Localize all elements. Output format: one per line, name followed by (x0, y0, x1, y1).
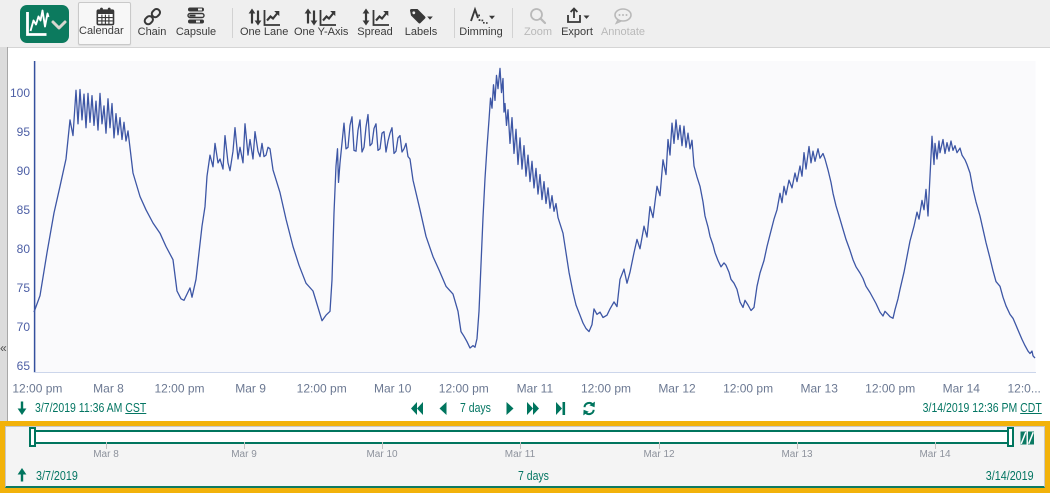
svg-text:90: 90 (17, 164, 31, 178)
svg-text:70: 70 (17, 320, 31, 334)
svg-text:Mar 9: Mar 9 (235, 382, 266, 396)
svg-text:100: 100 (10, 86, 30, 100)
svg-text:12:00 pm: 12:00 pm (865, 382, 915, 396)
svg-text:12:0...: 12:0... (1008, 382, 1041, 396)
svg-text:95: 95 (17, 125, 31, 139)
svg-text:Mar 11: Mar 11 (517, 382, 554, 396)
svg-text:12:00 pm: 12:00 pm (12, 382, 62, 396)
svg-text:12:00 pm: 12:00 pm (581, 382, 631, 396)
svg-text:65: 65 (17, 359, 31, 373)
svg-text:Mar 13: Mar 13 (801, 382, 839, 396)
svg-text:Mar 12: Mar 12 (658, 382, 696, 396)
svg-text:Mar 8: Mar 8 (93, 382, 124, 396)
svg-text:Mar 10: Mar 10 (374, 382, 412, 396)
svg-text:12:00 pm: 12:00 pm (439, 382, 489, 396)
svg-text:12:00 pm: 12:00 pm (154, 382, 204, 396)
svg-text:80: 80 (17, 242, 31, 256)
svg-text:85: 85 (17, 203, 31, 217)
svg-text:12:00 pm: 12:00 pm (297, 382, 347, 396)
svg-text:12:00 pm: 12:00 pm (723, 382, 773, 396)
svg-text:Mar 14: Mar 14 (943, 382, 981, 396)
svg-text:75: 75 (17, 281, 31, 295)
